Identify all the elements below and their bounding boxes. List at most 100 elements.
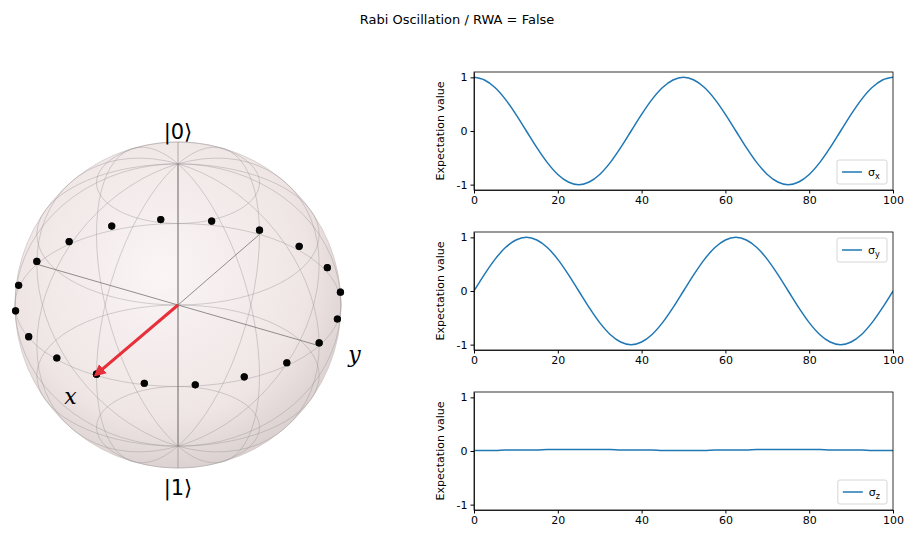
legend-item: σz xyxy=(843,486,880,501)
tick: 80 xyxy=(803,190,817,207)
tick-mark xyxy=(558,510,559,514)
tick-mark xyxy=(471,77,475,78)
tick-mark xyxy=(558,350,559,354)
longitude-line xyxy=(97,147,260,463)
tick: 100 xyxy=(883,190,904,207)
tick: 60 xyxy=(719,190,733,207)
tick-label: -1 xyxy=(457,179,468,192)
tick: 0 xyxy=(461,285,475,298)
line-panel: 020406080100-101Expectation valueσy xyxy=(434,231,904,367)
tick-label: 0 xyxy=(461,445,468,458)
tick: 0 xyxy=(471,350,478,367)
trajectory-point xyxy=(15,282,22,289)
tick: 20 xyxy=(551,190,565,207)
tick: 0 xyxy=(471,510,478,527)
plot-data xyxy=(474,237,893,344)
tick-label: 80 xyxy=(803,354,817,367)
legend-box xyxy=(838,480,887,504)
line-panel: 020406080100-101Expectation valueσz xyxy=(434,391,904,527)
trajectory-point xyxy=(324,264,331,271)
trajectory-point xyxy=(157,216,164,223)
legend-label-sub: x xyxy=(875,172,880,181)
plot-background xyxy=(474,232,893,350)
trajectory-point xyxy=(337,289,344,296)
trajectory-point xyxy=(337,289,344,296)
tick: 60 xyxy=(719,350,733,367)
legend-label-main: σ xyxy=(868,244,875,257)
tick-label: 60 xyxy=(719,194,733,207)
tick-label: 1 xyxy=(461,391,468,404)
tick-mark xyxy=(642,190,643,194)
trajectory-point xyxy=(12,307,19,314)
trajectory-point xyxy=(283,359,290,366)
trajectory-point xyxy=(256,227,263,234)
trajectory-point xyxy=(66,238,73,245)
tick-mark xyxy=(474,190,475,194)
tick-mark xyxy=(474,350,475,354)
plot-frame xyxy=(474,392,893,510)
tick-mark xyxy=(893,350,894,354)
legend-label: σz xyxy=(869,486,880,501)
tick: 20 xyxy=(551,350,565,367)
trajectory-point xyxy=(241,373,248,380)
tick-label: 20 xyxy=(551,514,565,527)
trajectory-point xyxy=(192,381,199,388)
series-line xyxy=(474,237,893,344)
y-axis-title: Expectation value xyxy=(434,81,447,180)
trajectory-point xyxy=(141,380,148,387)
trajectory-point xyxy=(324,264,331,271)
tick-mark xyxy=(471,345,475,346)
tick-mark xyxy=(809,350,810,354)
legend-label-main: σ xyxy=(868,166,875,179)
tick-label: -1 xyxy=(457,499,468,512)
trajectory-point xyxy=(283,359,290,366)
tick: 100 xyxy=(883,350,904,367)
sphere-label: y xyxy=(347,342,361,367)
sphere-body xyxy=(15,142,341,468)
trajectory-point xyxy=(141,380,148,387)
state-vector xyxy=(97,305,179,374)
tick: 80 xyxy=(803,510,817,527)
legend-label-main: σ xyxy=(869,486,876,499)
trajectory-point xyxy=(33,258,40,265)
tick: 1 xyxy=(461,71,475,84)
tick-label: 0 xyxy=(461,125,468,138)
trajectory-point xyxy=(316,339,323,346)
tick: 60 xyxy=(719,510,733,527)
tick-label: 0 xyxy=(461,285,468,298)
sphere-label: x xyxy=(64,384,77,409)
tick: 0 xyxy=(461,125,475,138)
legend-box xyxy=(837,238,887,262)
trajectory-point xyxy=(208,217,215,224)
trajectory-point xyxy=(53,354,60,361)
plot-background xyxy=(474,392,893,510)
tick-label: 100 xyxy=(883,354,904,367)
tick: -1 xyxy=(457,179,474,192)
tick-label: 0 xyxy=(471,354,478,367)
x-axis: 020406080100 xyxy=(471,510,904,527)
tick-label: 80 xyxy=(803,514,817,527)
y-axis-title: Expectation value xyxy=(434,241,447,340)
trajectory-point xyxy=(25,333,32,340)
series-line xyxy=(474,77,893,184)
tick-label: -1 xyxy=(457,339,468,352)
plot-data xyxy=(474,77,893,184)
legend-label-sub: y xyxy=(875,250,880,259)
trajectory-point xyxy=(296,243,303,250)
tick: -1 xyxy=(457,499,474,512)
trajectory-point xyxy=(296,243,303,250)
trajectory-point xyxy=(53,354,60,361)
tick-mark xyxy=(471,397,475,398)
y-axis: -1 0 1 xyxy=(457,71,475,191)
legend-swatch xyxy=(842,249,862,251)
tick-mark xyxy=(471,291,475,292)
plot-frame xyxy=(474,232,893,350)
tick-mark xyxy=(642,510,643,514)
legend-item: σy xyxy=(842,244,880,259)
tick-mark xyxy=(471,185,475,186)
tick-mark xyxy=(471,505,475,506)
tick-mark xyxy=(725,190,726,194)
tick-label: 1 xyxy=(461,231,468,244)
figure: Rabi Oscillation / RWA = False|0⟩|1⟩xy02… xyxy=(0,0,914,552)
sphere-wireframe xyxy=(15,142,341,468)
